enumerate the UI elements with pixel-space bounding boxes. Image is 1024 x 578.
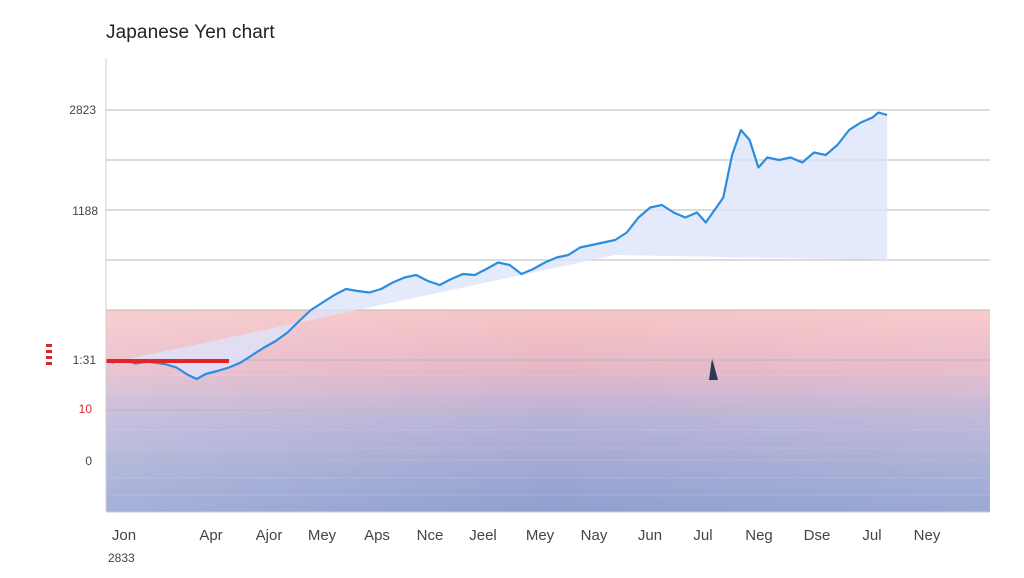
x-tick-label: Neg xyxy=(745,527,773,544)
x-tick-label: Ney xyxy=(914,527,941,544)
y-tick-label: 0 xyxy=(85,454,92,468)
series-line xyxy=(111,111,888,381)
x-tick-label: Jul xyxy=(693,527,712,544)
sailboat-icon xyxy=(709,358,718,380)
x-tick-label: Jon xyxy=(112,527,136,544)
x-tick-label: Mey xyxy=(526,527,555,544)
red-side-tick xyxy=(46,344,52,365)
x-tick-label: Nay xyxy=(581,527,608,544)
y-tick-label: 1:31 xyxy=(73,353,97,367)
x-tick-label: Apr xyxy=(199,527,222,544)
area-fill xyxy=(112,112,888,379)
x-tick-label: Jul xyxy=(862,527,881,544)
y-tick-label: 10 xyxy=(79,402,93,416)
x-tick-label: Mey xyxy=(308,527,337,544)
x-tick-label: Aps xyxy=(364,527,390,544)
x-tick-label: Jun xyxy=(638,527,662,544)
x-tick-label: Dse xyxy=(804,527,831,544)
x-year-label: 2833 xyxy=(108,551,135,565)
x-axis-ticks: Jon Apr Ajor Mey Aps Nce Jeel Mey Nay Jun Jul Neg Ds… xyxy=(112,527,941,544)
x-tick-label: Nce xyxy=(417,527,444,544)
y-tick-label: 1188 xyxy=(72,204,98,218)
x-tick-label: Jeel xyxy=(469,527,497,544)
grid-lines xyxy=(106,109,990,461)
chart-title: Japanese Yen chart xyxy=(106,22,275,43)
x-tick-label: Ajor xyxy=(256,527,283,544)
water-streaks xyxy=(106,374,990,496)
y-tick-label: 2823 xyxy=(69,103,96,117)
